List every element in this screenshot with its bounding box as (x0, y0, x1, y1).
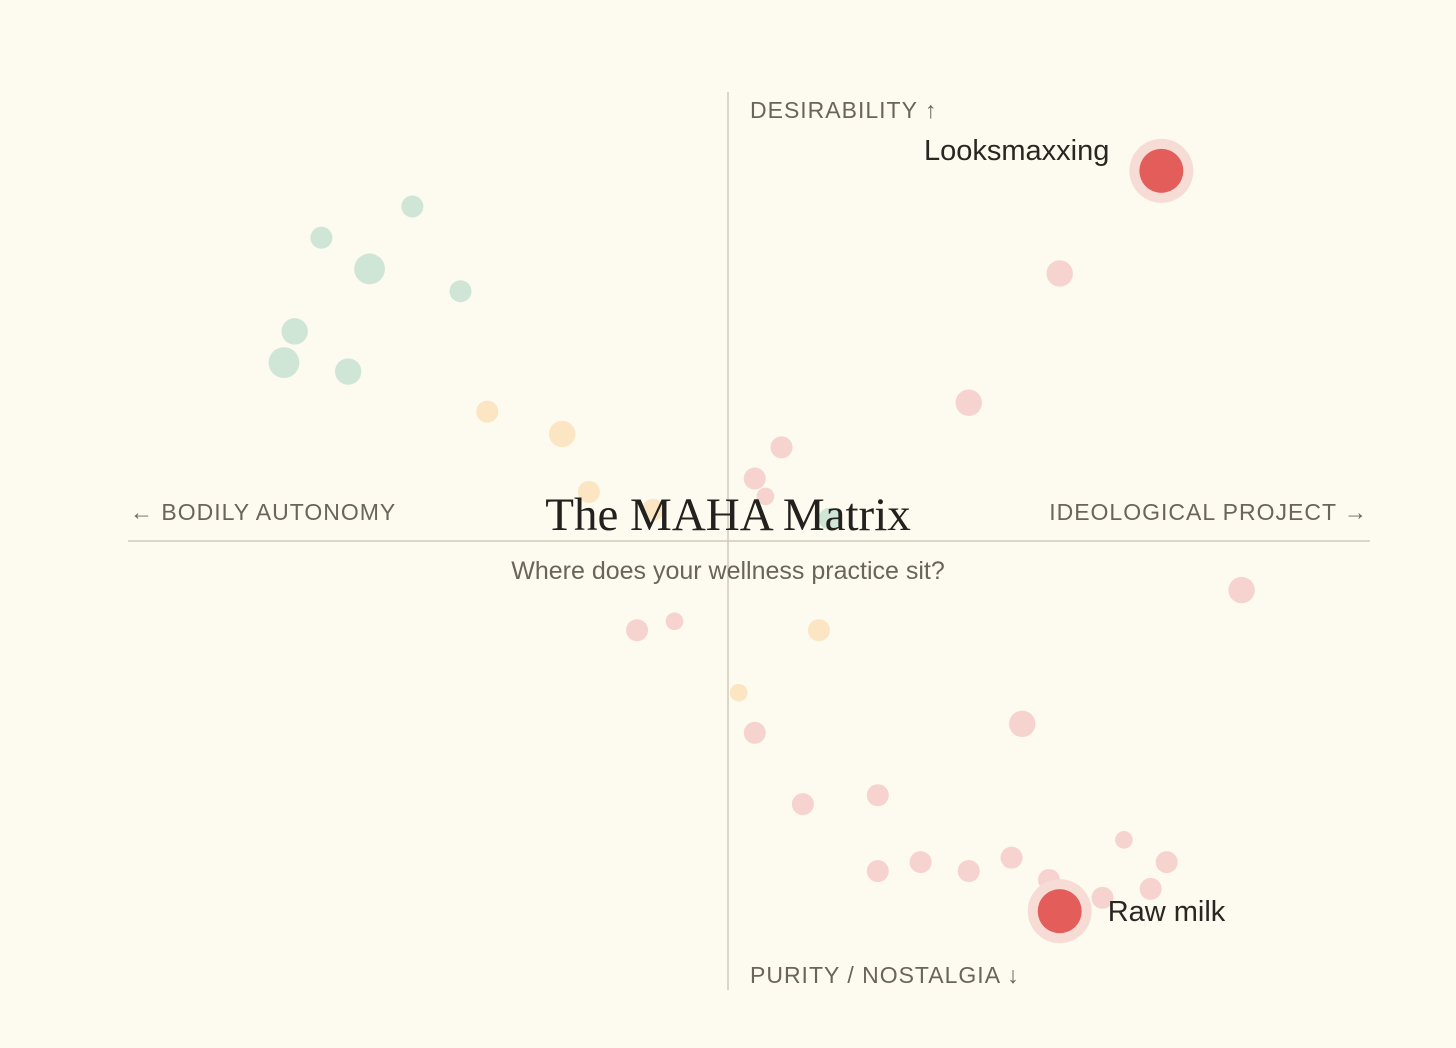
data-point (268, 347, 300, 378)
data-point (756, 487, 775, 506)
data-point (957, 860, 980, 883)
data-point (1139, 877, 1162, 900)
y-axis-positive-label: DESIRABILITY ↑ (750, 97, 937, 123)
data-point (476, 400, 499, 423)
highlight-label: Looksmaxxing (924, 135, 1109, 167)
data-point (334, 358, 362, 385)
highlight-point (1139, 148, 1184, 193)
x-axis-negative-label: ← BODILY AUTONOMY (130, 499, 396, 525)
data-point (354, 253, 385, 285)
data-point (626, 619, 649, 642)
data-point (955, 389, 982, 416)
data-point (281, 318, 308, 345)
data-point (770, 436, 793, 459)
data-point (791, 793, 814, 816)
data-point (729, 683, 748, 702)
data-point (743, 467, 766, 490)
data-point (743, 721, 766, 744)
data-point (1115, 831, 1133, 849)
y-axis-negative-label: PURITY / NOSTALGIA ↓ (750, 962, 1020, 988)
chart-title: The MAHA Matrix (545, 489, 911, 541)
data-point (1228, 576, 1255, 604)
points-layer (268, 195, 1255, 909)
x-axis-positive-label: IDEOLOGICAL PROJECT → (1049, 499, 1368, 525)
chart-subtitle: Where does your wellness practice sit? (511, 557, 945, 585)
data-point (401, 195, 424, 218)
data-point (665, 612, 684, 631)
data-point (818, 507, 841, 530)
data-point (807, 619, 830, 642)
highlights-layer: Looksmaxxing Raw milk (924, 135, 1226, 944)
data-point (909, 851, 932, 874)
data-point (1091, 886, 1114, 909)
data-point (642, 498, 665, 521)
highlight-label: Raw milk (1108, 896, 1226, 928)
data-point (1009, 710, 1036, 738)
data-point (548, 420, 576, 448)
data-point (1155, 851, 1178, 874)
data-point (310, 226, 333, 249)
data-point (1000, 846, 1023, 869)
data-point (866, 860, 889, 883)
highlight-point (1037, 889, 1082, 934)
data-point (577, 480, 600, 503)
data-point (866, 784, 889, 807)
data-point (449, 280, 472, 303)
data-point (1046, 260, 1073, 287)
